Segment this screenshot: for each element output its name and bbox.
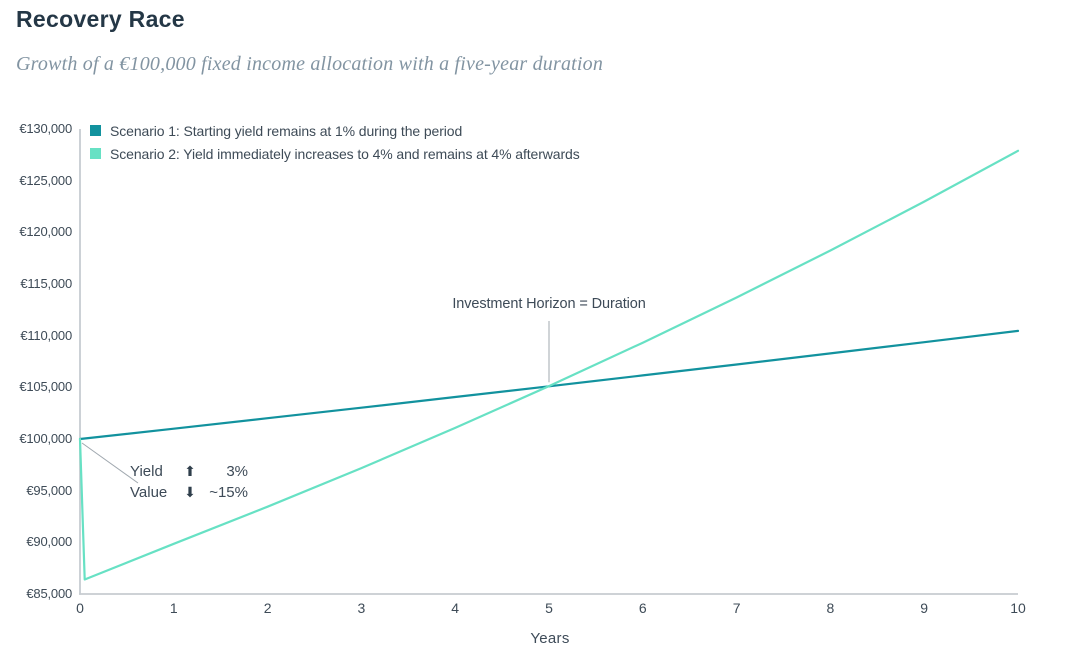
y-tick-label: €130,000 xyxy=(19,121,72,136)
x-tick-label: 6 xyxy=(638,600,647,616)
legend-item-scenario-2: Scenario 2: Yield immediately increases … xyxy=(90,142,580,165)
y-tick-label: €100,000 xyxy=(19,431,72,446)
x-tick-label: 10 xyxy=(1010,600,1026,616)
annotation-yield-shock: Yield ⬆ 3% Value ⬇ ~15% xyxy=(130,461,248,503)
scenario-1-swatch-icon xyxy=(90,125,101,136)
y-tick-label: €90,000 xyxy=(26,534,72,550)
x-tick-label: 3 xyxy=(357,600,366,616)
scenario-2-line xyxy=(78,149,1020,581)
y-tick-label: €110,000 xyxy=(20,327,72,343)
x-tick-label: 2 xyxy=(263,600,272,616)
page-title: Recovery Race xyxy=(16,6,185,32)
x-tick-label: 1 xyxy=(169,600,178,616)
x-tick-label: 4 xyxy=(451,600,460,616)
shock-value: ~15% xyxy=(209,484,248,501)
shock-label: Yield xyxy=(130,463,163,480)
legend: Scenario 1: Starting yield remains at 1%… xyxy=(90,119,580,165)
y-tick-label: €105,000 xyxy=(19,379,72,395)
shock-row-value: Value ⬇ ~15% xyxy=(130,482,248,503)
legend-item-scenario-1: Scenario 1: Starting yield remains at 1%… xyxy=(90,119,580,142)
legend-label: Scenario 2: Yield immediately increases … xyxy=(110,145,580,162)
y-tick-label: €85,000 xyxy=(26,586,72,601)
annotation-investment-horizon: Investment Horizon = Duration xyxy=(452,296,646,312)
y-tick-label: €95,000 xyxy=(26,482,72,498)
x-tick-label: 7 xyxy=(732,600,741,616)
x-tick-label: 0 xyxy=(76,600,84,616)
shock-label: Value xyxy=(130,484,168,501)
x-tick-label: 9 xyxy=(920,600,929,616)
shock-row-yield: Yield ⬆ 3% xyxy=(130,461,248,482)
y-tick-label: €115,000 xyxy=(20,276,72,291)
annotation-connectors xyxy=(81,321,550,484)
shock-value: 3% xyxy=(226,463,248,480)
x-axis-title: Years xyxy=(530,630,570,647)
x-tick-label: 8 xyxy=(826,600,835,616)
series-layer xyxy=(78,149,1020,581)
y-tick-label: €125,000 xyxy=(19,172,72,188)
down-arrow-icon: ⬇ xyxy=(184,484,196,500)
x-tick-label: 5 xyxy=(545,600,553,616)
scenario-2-swatch-icon xyxy=(90,148,101,159)
up-arrow-icon: ⬆ xyxy=(184,463,196,479)
shock-connector-line xyxy=(81,442,139,484)
legend-label: Scenario 1: Starting yield remains at 1%… xyxy=(110,122,463,139)
y-tick-label: €120,000 xyxy=(19,224,72,240)
page-subtitle: Growth of a €100,000 fixed income alloca… xyxy=(16,53,604,75)
